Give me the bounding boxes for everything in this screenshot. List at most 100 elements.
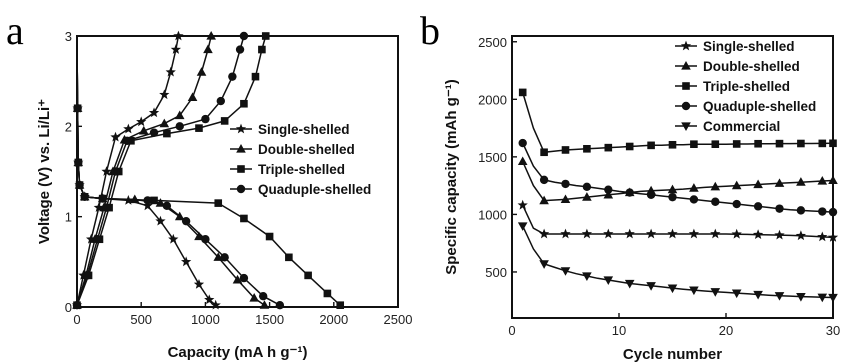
legend-label-b-triple-shelled: Triple-shelled	[703, 79, 790, 94]
data-point-b-triple-shelled-22	[754, 139, 762, 148]
x-tick-label-b-20: 20	[719, 323, 733, 338]
data-point-a-single-shelled-discharge-8	[155, 215, 166, 226]
data-point-a-double-shelled-charge-8	[174, 110, 185, 120]
data-point-a-single-shelled-discharge-7	[142, 200, 153, 211]
data-point-a-quaduple-shelled-charge-6	[149, 128, 159, 137]
data-point-b-double-shelled-22	[753, 179, 763, 189]
data-point-b-commercial-4	[560, 267, 571, 276]
data-point-b-commercial-12	[646, 282, 656, 291]
data-point-b-triple-shelled-28	[818, 139, 827, 148]
legend-marker-b-single-shelled	[680, 40, 692, 51]
data-point-b-triple-shelled-6	[583, 145, 591, 153]
data-point-b-single-shelled-6	[581, 228, 593, 239]
data-point-a-triple-shelled-discharge-6	[150, 196, 158, 205]
data-point-a-quaduple-shelled-discharge-13	[275, 300, 285, 310]
data-point-b-triple-shelled-18	[711, 140, 720, 148]
legend-label-a-triple-shelled: Triple-shelled	[258, 162, 345, 177]
data-point-b-quaduple-shelled-16	[689, 195, 699, 204]
data-point-a-triple-shelled-charge-8	[220, 117, 229, 125]
plot-frame-a	[76, 35, 399, 308]
data-point-a-single-shelled-charge-11	[170, 44, 181, 54]
y-tick-label-a-0: 0	[65, 300, 72, 315]
legend-marker-b-double-shelled	[681, 61, 691, 70]
data-point-a-double-shelled-discharge-9	[194, 231, 204, 241]
data-point-a-single-shelled-charge-7	[136, 116, 147, 127]
data-point-b-single-shelled-16	[688, 228, 700, 239]
data-point-a-quaduple-shelled-charge-3	[102, 203, 111, 212]
data-point-a-quaduple-shelled-charge-9	[216, 96, 226, 106]
data-point-b-quaduple-shelled-28	[818, 207, 827, 216]
data-point-a-quaduple-shelled-charge-12	[239, 31, 249, 41]
data-point-b-single-shelled-26	[795, 230, 807, 241]
legend-marker-a-triple-shelled	[237, 165, 245, 173]
y-tick-label-b-2500: 2500	[478, 35, 507, 50]
series-line-a-single-shelled-discharge	[76, 44, 217, 306]
data-point-b-triple-shelled-14	[668, 140, 677, 149]
data-point-b-commercial-20	[731, 289, 742, 299]
data-point-a-triple-shelled-discharge-10	[285, 253, 293, 262]
data-point-b-single-shelled-29	[827, 232, 839, 242]
data-point-b-commercial-16	[689, 286, 699, 296]
data-point-a-single-shelled-charge-10	[165, 66, 176, 77]
data-point-a-double-shelled-charge-6	[138, 125, 149, 135]
y-tick-label-b-2000: 2000	[478, 92, 507, 107]
data-point-b-single-shelled-22	[752, 229, 764, 240]
data-point-b-double-shelled-28	[817, 176, 828, 185]
data-point-a-quaduple-shelled-discharge-6	[143, 196, 152, 205]
panel-letter-a: a	[6, 8, 24, 53]
data-point-b-commercial-10	[624, 279, 635, 289]
data-point-b-quaduple-shelled-0	[518, 138, 527, 148]
data-point-b-single-shelled-28	[817, 231, 828, 242]
data-point-b-commercial-29	[828, 293, 838, 303]
data-point-a-double-shelled-charge-12	[206, 31, 216, 40]
data-point-b-double-shelled-8	[603, 189, 614, 199]
data-point-a-double-shelled-discharge-12	[249, 292, 259, 302]
x-tick-label-a-2000: 2000	[319, 312, 348, 327]
x-tick-label-a-0: 0	[73, 312, 80, 327]
data-point-b-quaduple-shelled-4	[561, 179, 570, 189]
data-point-b-quaduple-shelled-10	[625, 188, 634, 197]
legend-marker-a-quaduple-shelled	[236, 184, 246, 194]
data-point-b-double-shelled-6	[582, 192, 592, 201]
y-tick-label-a-3: 3	[65, 29, 72, 44]
y-tick-label-b-1500: 1500	[478, 150, 507, 165]
x-tick-label-a-2500: 2500	[384, 312, 413, 327]
data-point-a-quaduple-shelled-charge-1	[83, 271, 92, 280]
data-point-a-single-shelled-charge-2	[85, 233, 97, 244]
data-point-a-single-shelled-charge-9	[159, 89, 170, 100]
legend-marker-a-double-shelled	[236, 144, 246, 153]
legend-marker-b-triple-shelled	[682, 82, 690, 90]
data-point-b-single-shelled-0	[517, 199, 528, 210]
data-point-b-quaduple-shelled-24	[775, 204, 784, 213]
data-point-a-quaduple-shelled-charge-4	[111, 167, 120, 176]
data-point-a-triple-shelled-charge-7	[195, 124, 203, 132]
y-tick-label-a-2: 2	[65, 119, 72, 134]
data-point-a-double-shelled-charge-11	[203, 44, 213, 54]
y-tick-label-a-1: 1	[65, 210, 72, 225]
y-axis-label-a: Voltage (V) vs. Li/Li⁺	[36, 99, 53, 244]
data-point-a-triple-shelled-discharge-8	[240, 214, 248, 223]
data-point-b-commercial-0	[517, 222, 528, 231]
x-axis-label-b: Cycle number	[623, 346, 722, 363]
data-point-a-quaduple-shelled-charge-5	[122, 136, 132, 145]
data-point-b-double-shelled-18	[710, 181, 721, 191]
data-point-a-quaduple-shelled-discharge-2	[74, 158, 83, 167]
data-point-b-commercial-6	[582, 272, 592, 281]
data-point-b-commercial-26	[796, 292, 806, 302]
legend-label-b-single-shelled: Single-shelled	[703, 39, 795, 54]
data-point-a-single-shelled-discharge-12	[204, 294, 215, 305]
data-point-b-commercial-2	[539, 260, 549, 269]
data-point-b-double-shelled-16	[689, 183, 699, 192]
data-point-a-triple-shelled-charge-10	[251, 72, 260, 81]
data-point-b-double-shelled-14	[667, 184, 678, 194]
data-point-b-single-shelled-14	[667, 228, 678, 239]
series-line-b-double-shelled	[522, 161, 834, 202]
data-point-a-single-shelled-charge-12	[173, 30, 184, 41]
legend-label-b-quaduple-shelled: Quaduple-shelled	[703, 99, 816, 114]
data-point-b-triple-shelled-4	[561, 146, 570, 154]
y-axis-label-b: Specific capacity (mAh g⁻¹)	[443, 79, 460, 274]
data-point-a-triple-shelled-charge-6	[163, 129, 171, 138]
data-point-b-triple-shelled-10	[625, 142, 634, 151]
series-line-a-quaduple-shelled-charge	[76, 35, 245, 306]
